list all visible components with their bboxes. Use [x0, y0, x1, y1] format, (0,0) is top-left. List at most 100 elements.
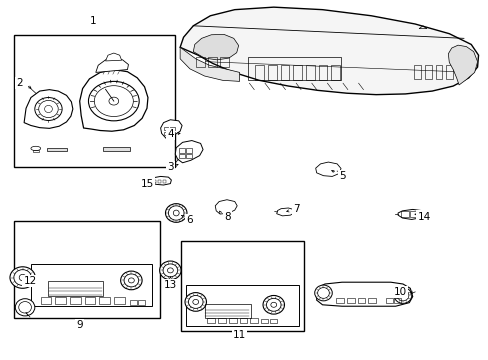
- Polygon shape: [315, 162, 340, 176]
- Text: 15: 15: [140, 179, 153, 189]
- Bar: [169, 132, 174, 135]
- Ellipse shape: [263, 296, 284, 314]
- Bar: [153, 180, 156, 183]
- Bar: [169, 127, 174, 130]
- Polygon shape: [175, 140, 203, 163]
- Bar: [70, 297, 81, 304]
- Text: 2: 2: [16, 78, 22, 88]
- Bar: [269, 319, 276, 323]
- Bar: [207, 57, 216, 67]
- Bar: [255, 65, 264, 80]
- Bar: [330, 65, 339, 80]
- Polygon shape: [397, 210, 423, 220]
- Polygon shape: [151, 176, 171, 185]
- Bar: [84, 297, 95, 304]
- Polygon shape: [215, 200, 237, 214]
- Text: 13: 13: [163, 280, 177, 290]
- Bar: [47, 148, 66, 151]
- Bar: [204, 304, 250, 318]
- Polygon shape: [96, 58, 128, 72]
- Text: 12: 12: [23, 276, 37, 286]
- Bar: [55, 297, 66, 304]
- Bar: [293, 65, 302, 80]
- Ellipse shape: [184, 293, 206, 311]
- Bar: [393, 298, 400, 303]
- Bar: [103, 147, 130, 150]
- Text: 10: 10: [393, 287, 407, 297]
- Text: 14: 14: [416, 212, 430, 221]
- Text: 5: 5: [338, 171, 345, 181]
- Text: 6: 6: [186, 215, 193, 225]
- Bar: [185, 285, 299, 326]
- Bar: [346, 298, 354, 303]
- Ellipse shape: [15, 299, 35, 316]
- Polygon shape: [160, 120, 182, 139]
- Bar: [228, 319, 236, 323]
- Bar: [158, 180, 161, 183]
- Bar: [181, 241, 304, 330]
- Bar: [99, 297, 110, 304]
- Bar: [179, 154, 184, 158]
- Bar: [357, 298, 365, 303]
- Bar: [435, 65, 442, 79]
- Polygon shape: [105, 53, 122, 61]
- Bar: [14, 221, 159, 318]
- Bar: [248, 57, 340, 80]
- Text: 9: 9: [76, 320, 83, 330]
- Ellipse shape: [314, 285, 331, 301]
- Bar: [207, 319, 215, 323]
- Polygon shape: [180, 47, 239, 81]
- Bar: [14, 35, 175, 167]
- Bar: [261, 319, 267, 323]
- Text: 8: 8: [224, 212, 230, 221]
- Polygon shape: [276, 208, 294, 216]
- Bar: [250, 319, 258, 323]
- Ellipse shape: [393, 288, 411, 303]
- Bar: [163, 132, 168, 135]
- Ellipse shape: [109, 97, 119, 105]
- Bar: [239, 319, 247, 323]
- Polygon shape: [193, 35, 238, 60]
- Bar: [385, 298, 392, 303]
- Bar: [267, 65, 276, 80]
- Ellipse shape: [165, 204, 186, 222]
- Ellipse shape: [159, 261, 181, 280]
- Bar: [280, 65, 289, 80]
- Polygon shape: [447, 45, 477, 85]
- Polygon shape: [80, 69, 148, 131]
- Bar: [48, 281, 103, 296]
- Bar: [305, 65, 314, 80]
- Bar: [186, 154, 191, 158]
- Bar: [413, 65, 420, 79]
- Bar: [218, 319, 225, 323]
- Bar: [130, 301, 137, 305]
- Ellipse shape: [10, 267, 35, 288]
- Bar: [424, 65, 431, 79]
- Bar: [179, 148, 184, 153]
- Bar: [335, 298, 343, 303]
- Bar: [220, 57, 228, 67]
- Polygon shape: [316, 282, 412, 306]
- Text: 3: 3: [167, 162, 173, 172]
- Bar: [114, 297, 124, 304]
- Bar: [409, 211, 419, 217]
- Polygon shape: [24, 90, 73, 129]
- Bar: [163, 127, 168, 130]
- Text: 1: 1: [90, 16, 97, 26]
- Bar: [186, 148, 191, 153]
- Text: 7: 7: [292, 204, 299, 215]
- Bar: [318, 65, 327, 80]
- Bar: [41, 297, 51, 304]
- Text: 4: 4: [167, 129, 173, 139]
- Text: 11: 11: [232, 330, 246, 340]
- Bar: [31, 264, 152, 306]
- Bar: [162, 180, 165, 183]
- Bar: [195, 57, 204, 67]
- Bar: [138, 301, 145, 305]
- Ellipse shape: [121, 271, 142, 290]
- Polygon shape: [180, 7, 478, 95]
- Bar: [33, 149, 39, 152]
- Bar: [400, 211, 408, 217]
- Bar: [446, 65, 452, 79]
- Bar: [367, 298, 375, 303]
